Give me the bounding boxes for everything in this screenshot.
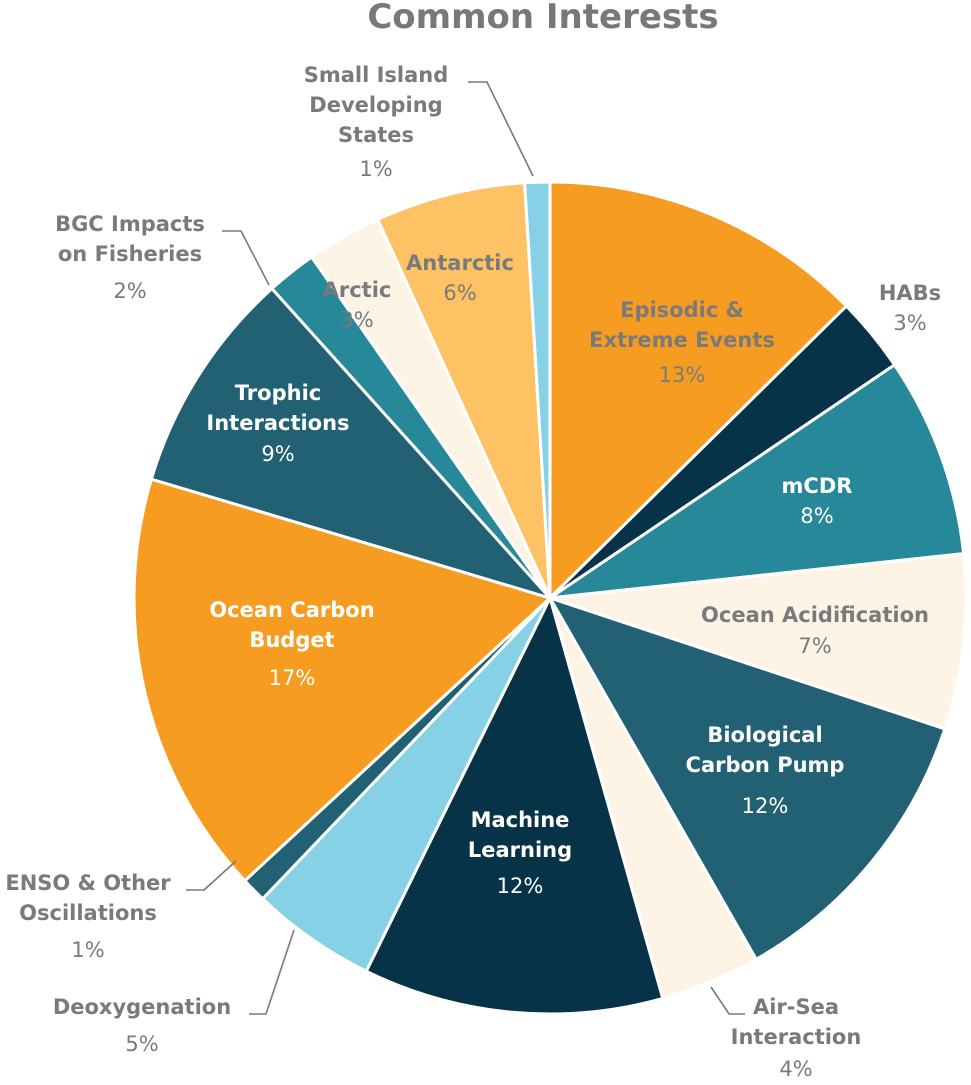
slice-label-arctic: Arctic: [323, 278, 392, 302]
slice-value-small-island-developing-states: 1%: [359, 157, 392, 181]
slice-value-air-sea-interaction: 4%: [779, 1057, 812, 1081]
pie-slice-episodic-extreme-events: [548, 180, 849, 602]
slice-value-enso-other-oscillations: 1%: [71, 938, 104, 962]
slice-value-mcdr: 8%: [800, 504, 833, 528]
slice-label-small-island-developing-states: Small Island Developing States: [304, 63, 449, 147]
slice-value-arctic: 3%: [340, 308, 373, 332]
slice-label-antarctic: Antarctic: [406, 251, 514, 275]
slice-value-trophic-interactions: 9%: [261, 442, 294, 466]
slice-label-deoxygenation: Deoxygenation: [53, 995, 231, 1019]
pie-slices: [132, 180, 968, 1016]
slice-value-ocean-acidification: 7%: [798, 634, 831, 658]
slice-label-enso-other-oscillations: ENSO & Other Oscillations: [5, 871, 171, 925]
slice-label-machine-learning: Machine Learning: [468, 808, 572, 862]
slice-label-habs: HABs: [879, 281, 941, 305]
chart-title: Common Interests: [367, 0, 718, 37]
pie-slice-mcdr: [549, 362, 966, 600]
slice-value-bgc-impacts-on-fisheries: 2%: [113, 279, 146, 303]
pie-slice-biological-carbon-pump: [546, 595, 947, 962]
pie-slice-machine-learning: [364, 593, 665, 1016]
slice-label-ocean-carbon-budget: Ocean Carbon Budget: [209, 598, 374, 652]
slice-value-machine-learning: 12%: [497, 874, 544, 898]
pie-slice-small-island-developing-states: [523, 180, 552, 599]
slice-value-deoxygenation: 5%: [125, 1032, 158, 1056]
leader-deoxygenation: [249, 929, 295, 1015]
slice-value-antarctic: 6%: [443, 281, 476, 305]
slice-label-ocean-acidification: Ocean Acidification: [701, 603, 929, 627]
slice-label-episodic-extreme-events: Episodic & Extreme Events: [589, 298, 775, 352]
slice-value-habs: 3%: [893, 311, 926, 335]
slice-label-air-sea-interaction: Air-Sea Interaction: [731, 995, 862, 1049]
leader-small-island-developing-states: [468, 81, 534, 177]
pie-slice-ocean-acidification: [549, 552, 968, 731]
slice-label-trophic-interactions: Trophic Interactions: [206, 381, 349, 435]
slice-label-mcdr: mCDR: [782, 474, 853, 498]
slice-label-bgc-impacts-on-fisheries: BGC Impacts on Fisheries: [55, 212, 205, 266]
slice-value-ocean-carbon-budget: 17%: [269, 666, 316, 690]
pie-slice-antarctic: [375, 181, 552, 599]
leader-bgc-impacts-on-fisheries: [222, 230, 270, 286]
slice-value-biological-carbon-pump: 12%: [742, 794, 789, 818]
pie-slice-ocean-carbon-budget: [132, 477, 553, 883]
leader-lines: [186, 81, 745, 1015]
pie-slice-trophic-interactions: [149, 286, 555, 601]
slice-value-episodic-extreme-events: 13%: [659, 363, 706, 387]
leader-air-sea-interaction: [710, 986, 745, 1015]
slice-label-biological-carbon-pump: Biological Carbon Pump: [686, 723, 845, 777]
slice-labels: Episodic & Extreme Events 13% HABs 3% mCDR 8% O…: [5, 63, 941, 1081]
leader-enso-other-oscillations: [186, 860, 237, 891]
